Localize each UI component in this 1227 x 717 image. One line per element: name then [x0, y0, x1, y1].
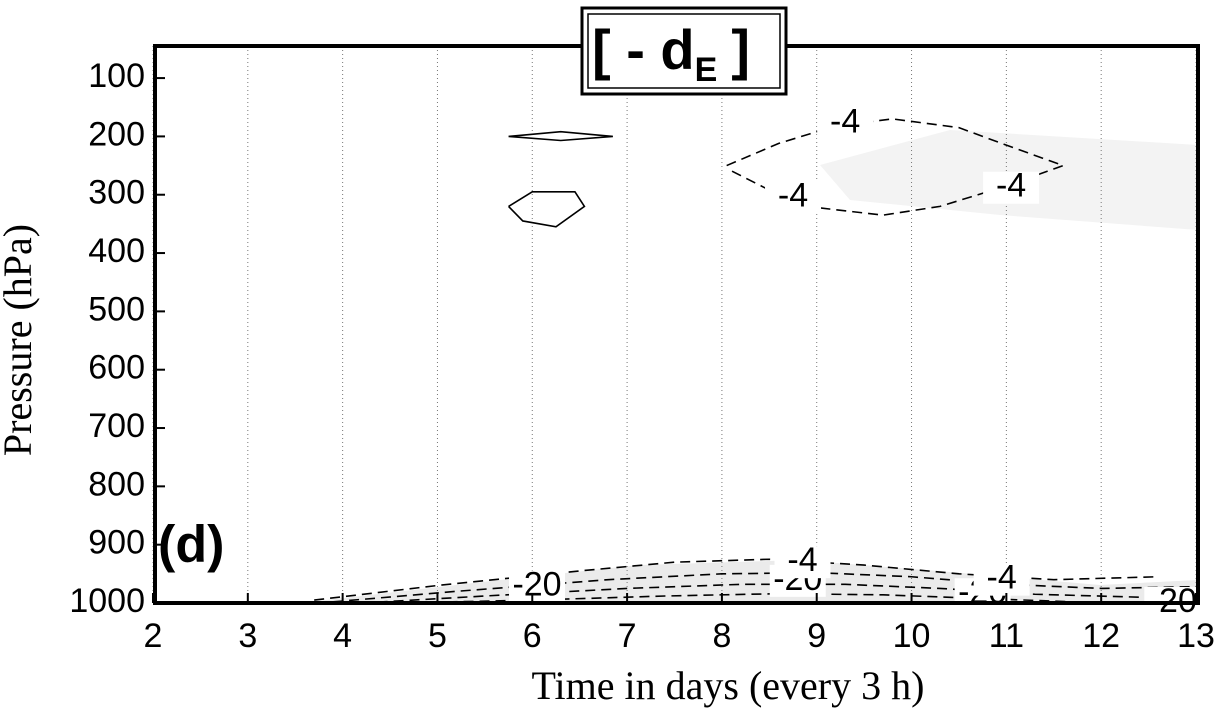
- contour-label-bg: [983, 171, 1040, 204]
- panel-label: (d): [158, 516, 224, 574]
- y-tick-label: 800: [88, 465, 145, 503]
- x-tick-label: 11: [989, 617, 1024, 655]
- x-tick-label: 10: [893, 617, 931, 655]
- contour-label: -4: [778, 177, 808, 215]
- x-tick-label: 13: [1177, 617, 1215, 655]
- x-tick-label: 12: [1082, 617, 1120, 655]
- y-tick-label: 600: [88, 349, 145, 387]
- title-box: [580, 6, 788, 96]
- contour-label: -4: [987, 559, 1017, 597]
- y-axis-label: Pressure (hPa): [0, 224, 40, 456]
- x-tick-label: 4: [333, 617, 352, 655]
- y-tick-label: 1000: [69, 582, 145, 620]
- contour-label: -4: [787, 541, 817, 579]
- chart-title: [ - dE]: [592, 18, 750, 89]
- contour-label-bg: [973, 563, 1030, 596]
- contour-label-bg: [765, 181, 822, 214]
- contour-label-bg: [774, 546, 831, 579]
- contour-label: -4: [996, 167, 1026, 205]
- x-tick-label: 3: [238, 617, 257, 655]
- y-tick-label: 700: [88, 407, 145, 445]
- x-tick-label: 8: [712, 617, 731, 655]
- x-tick-label: 2: [144, 617, 163, 655]
- title-box: [587, 13, 781, 89]
- y-tick-label: 300: [88, 174, 145, 212]
- contour-label: -4: [830, 103, 860, 141]
- x-tick-label: 5: [428, 617, 447, 655]
- y-tick-label: 400: [88, 232, 145, 270]
- contour-line: [507, 191, 586, 228]
- y-tick-label: 500: [88, 290, 145, 328]
- x-tick-label: 6: [523, 617, 542, 655]
- contour-label: -20: [512, 566, 561, 604]
- contour-label: -20: [1148, 582, 1197, 620]
- contour-label-bg: [817, 107, 874, 140]
- x-tick-label: 9: [807, 617, 826, 655]
- x-axis-label: Time in days (every 3 h): [532, 663, 925, 708]
- y-tick-label: 200: [88, 115, 145, 153]
- y-tick-label: 900: [88, 524, 145, 562]
- contour-line: [508, 130, 613, 142]
- x-tick-label: 7: [618, 617, 637, 655]
- contour-label-bg: [509, 570, 566, 603]
- y-tick-label: 100: [88, 57, 145, 95]
